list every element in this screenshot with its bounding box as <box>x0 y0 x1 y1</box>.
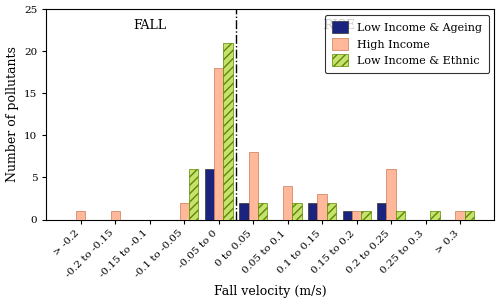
Bar <box>214 68 224 219</box>
Text: RISE: RISE <box>324 19 356 32</box>
Bar <box>180 203 189 219</box>
Bar <box>396 211 405 219</box>
Bar <box>377 203 386 219</box>
Bar <box>224 43 232 219</box>
Bar <box>465 211 474 219</box>
Bar <box>283 186 292 219</box>
Bar <box>110 211 120 219</box>
Bar <box>239 203 248 219</box>
Text: FALL: FALL <box>133 19 166 32</box>
Y-axis label: Number of pollutants: Number of pollutants <box>6 46 18 182</box>
Bar <box>76 211 86 219</box>
Bar <box>308 203 318 219</box>
Bar <box>386 169 396 219</box>
Legend: Low Income & Ageing, High Income, Low Income & Ethnic: Low Income & Ageing, High Income, Low In… <box>325 15 489 73</box>
Bar <box>204 169 214 219</box>
X-axis label: Fall velocity (m/s): Fall velocity (m/s) <box>214 285 326 299</box>
Bar <box>258 203 267 219</box>
Bar <box>189 169 198 219</box>
Bar <box>318 194 327 219</box>
Bar <box>327 203 336 219</box>
Bar <box>292 203 302 219</box>
Bar <box>248 152 258 219</box>
Bar <box>342 211 352 219</box>
Bar <box>430 211 440 219</box>
Bar <box>362 211 370 219</box>
Bar <box>352 211 362 219</box>
Bar <box>456 211 465 219</box>
